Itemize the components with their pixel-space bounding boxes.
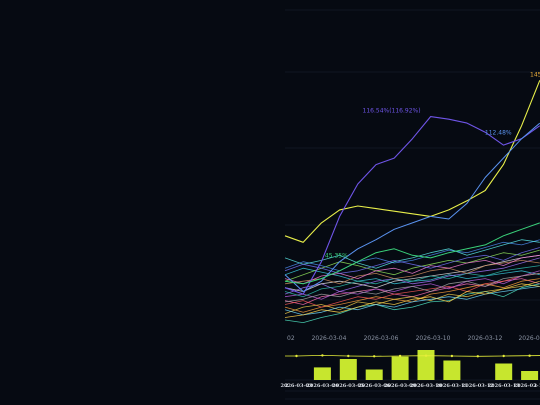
bar (443, 360, 461, 380)
series-line (284, 239, 540, 269)
series-annotation: 112.48% (485, 130, 512, 137)
series-line (284, 265, 540, 298)
bar-overlay-point (502, 354, 505, 358)
bar-x-tick-label: 2026-03-13 (488, 383, 521, 389)
series-line (284, 249, 540, 282)
line-x-tick-label: 2026-03-04 (312, 335, 347, 342)
series-line (284, 222, 540, 285)
bar (365, 369, 383, 380)
bar-chart-bars (313, 350, 539, 380)
bar (495, 363, 513, 380)
series-line (284, 286, 540, 316)
series-line (284, 283, 540, 318)
bar-x-tick-label: 2026-03-10 (410, 383, 443, 389)
bar-overlay-point (450, 354, 454, 358)
bar-x-tick-label: 2 (534, 383, 538, 389)
bar-overlay-point (373, 355, 376, 358)
series-line (284, 247, 540, 274)
bar-x-tick-label: 2026-03-05 (332, 383, 365, 389)
bar-chart-line (285, 354, 540, 358)
bar-x-tick-label: 2 (285, 383, 289, 389)
bar-x-tick-label: 2026-03-16 (514, 383, 540, 389)
series-annotation: 45.35% (325, 253, 348, 260)
bar (391, 356, 409, 380)
line-x-tick-label: 2026-03-12 (468, 335, 503, 342)
line-x-tick-label: 2026-03-10 (416, 335, 451, 342)
bar-overlay-point (321, 354, 324, 357)
series-line (284, 273, 540, 303)
series-line (284, 257, 540, 295)
bar (521, 371, 539, 380)
line-chart-series (284, 80, 540, 323)
line-x-tick-label: 02 (287, 335, 295, 342)
bar-x-tick-label: 2026-03-09 (384, 383, 417, 389)
series-annotation: 116.54%(116.92%) (363, 108, 421, 115)
line-x-tick-label: 2026-03 (518, 335, 540, 342)
bar-chart-x-ticks: 22026-03-032026-03-042026-03-052026-03-0… (281, 383, 540, 389)
line-chart-x-ticks: 02 2026-03-04 2026-03-06 2026-03-10 2026-03-… (287, 335, 540, 342)
bar-overlay-point (347, 354, 350, 358)
bar-overlay-point (295, 354, 298, 358)
bar (417, 350, 435, 380)
bar-overlay-point (528, 354, 531, 357)
bar-overlay-point (424, 354, 428, 357)
line-x-tick-label: 2026-03-06 (364, 335, 399, 342)
series-line (284, 270, 540, 300)
series-line (284, 122, 540, 292)
series-line (284, 80, 540, 243)
series-line (284, 254, 540, 292)
bar-x-tick-label: 2026-03-12 (462, 383, 495, 389)
bar-overlay-point (398, 354, 402, 358)
bar-overlay-line (285, 354, 540, 357)
series-line (284, 283, 540, 323)
series-line (284, 116, 540, 295)
bar (339, 359, 357, 380)
series-annotation: 145. (530, 71, 540, 78)
bar (313, 367, 331, 380)
bar-x-tick-label: 2026-03-03 (281, 383, 314, 389)
series-line (284, 239, 540, 272)
line-chart-grid (285, 9, 540, 301)
line-chart-annotations: 145. 116.54%(116.92%) 112.48% 45.35% (325, 71, 540, 259)
bar-x-tick-label: 2026-03-11 (436, 383, 468, 389)
bar-overlay-point (476, 355, 479, 358)
bar-x-tick-label: 2026-03-04 (306, 383, 339, 389)
bar-x-tick-label: 2026-03-06 (358, 383, 391, 389)
series-line (284, 280, 540, 314)
